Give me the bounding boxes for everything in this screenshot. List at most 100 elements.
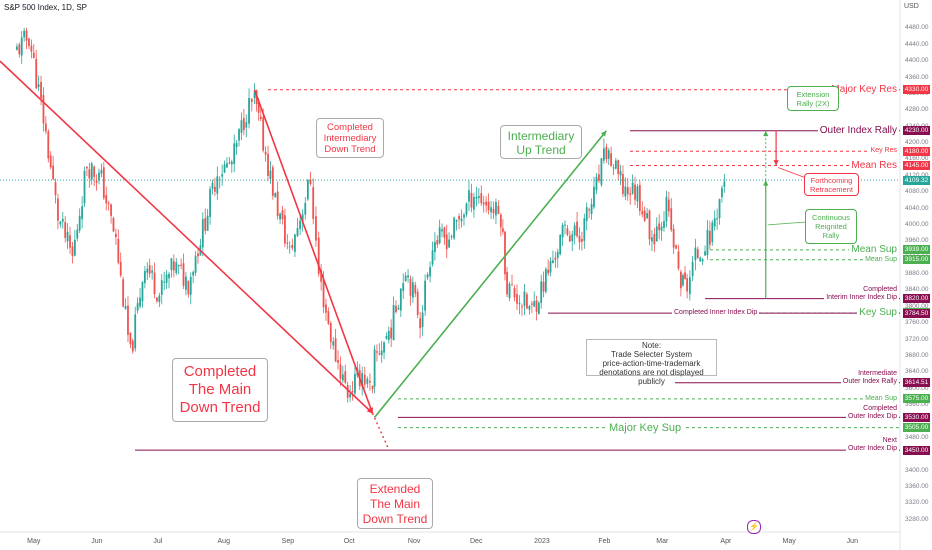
- candle-body: [286, 242, 289, 244]
- candle-body: [288, 246, 291, 248]
- candle-body: [646, 213, 648, 219]
- candle-body: [629, 193, 632, 196]
- candle-body: [581, 239, 583, 242]
- candle-body: [279, 213, 281, 220]
- candle-body: [453, 217, 455, 239]
- candle-body: [588, 209, 591, 211]
- candle-body: [495, 201, 497, 216]
- candle-body: [530, 303, 533, 305]
- candle-body: [407, 275, 409, 278]
- retracement-connector: [777, 167, 807, 179]
- candle-body: [634, 184, 636, 200]
- intermediate-outer-index-rally-badge: 3614.51: [903, 378, 930, 388]
- candle-body: [23, 30, 26, 38]
- candle-body: [566, 228, 569, 235]
- candle-body: [535, 300, 538, 312]
- candle-body: [235, 143, 238, 148]
- candle-body: [242, 118, 245, 131]
- candle-body: [470, 192, 473, 208]
- completed-interim-inner-index-dip-label: Completed Interim Inner Index Dip: [824, 285, 899, 302]
- candle-body: [151, 270, 154, 273]
- candle-body: [701, 259, 704, 262]
- candle-body: [61, 218, 64, 222]
- candle-body: [156, 297, 158, 302]
- candle-body: [69, 235, 71, 248]
- x-tick-label: Jun: [846, 538, 858, 545]
- candle-body: [351, 391, 354, 393]
- outer-index-rally-label: Outer Index Rally: [817, 125, 899, 137]
- candle-body: [177, 264, 180, 267]
- main-down-trend-extension-line: [371, 412, 390, 451]
- candle-body: [658, 223, 661, 231]
- outer-index-rally-badge: 4230.00: [903, 126, 930, 136]
- candle-body: [332, 341, 335, 346]
- candle-body: [44, 123, 47, 132]
- y-tick-label: 3800.00: [905, 302, 929, 310]
- key-sup-label: Key Sup: [857, 307, 899, 319]
- candle-body: [327, 311, 330, 324]
- candle-body: [511, 284, 513, 286]
- candle-body: [696, 249, 699, 259]
- y-tick-label: 4080.00: [905, 188, 929, 196]
- chart-title: S&P 500 Index, 1D, SP: [4, 3, 88, 12]
- candle-body: [458, 216, 460, 220]
- y-tick-label: 4360.00: [905, 73, 929, 81]
- y-tick-label: 4480.00: [905, 24, 929, 32]
- mean-sup-3575-badge: 3575.00: [903, 394, 930, 404]
- completed-interim-inner-index-dip-badge: 3820.00: [903, 294, 930, 304]
- extension-rally-label: Extension Rally (2X): [787, 86, 839, 111]
- y-tick-label: 3360.00: [905, 482, 929, 490]
- candle-body: [399, 288, 402, 311]
- y-tick-label: 3960.00: [905, 237, 929, 245]
- candle-body: [131, 340, 134, 352]
- candle-body: [209, 189, 211, 218]
- intermediary-down-trend-line: [253, 89, 374, 414]
- x-tick-label: May: [782, 538, 796, 545]
- candle-body: [83, 170, 86, 204]
- lightning-icon[interactable]: ⚡: [747, 520, 761, 534]
- candle-body: [593, 186, 595, 208]
- candle-body: [694, 247, 697, 261]
- extension-rally-arrowhead: [763, 130, 769, 137]
- candle-body: [238, 129, 240, 141]
- candle-body: [226, 163, 228, 168]
- y-tick-label: 4120.00: [905, 172, 929, 179]
- candle-body: [81, 206, 83, 220]
- candle-body: [612, 167, 615, 169]
- candle-body: [354, 373, 356, 394]
- candle-body: [42, 95, 45, 124]
- y-tick-label: 4000.00: [905, 220, 929, 228]
- major-key-res-badge: 4330.00: [903, 85, 930, 95]
- candle-body: [301, 214, 304, 224]
- candle-body: [540, 281, 543, 303]
- candle-body: [568, 235, 571, 242]
- candle-body: [315, 216, 317, 241]
- candle-body: [32, 52, 35, 59]
- candle-body: [445, 234, 448, 250]
- major-key-sup-badge: 3505.00: [903, 423, 930, 433]
- candle-body: [180, 264, 182, 266]
- candle-body: [429, 267, 431, 277]
- candle-body: [680, 271, 682, 289]
- candle-body: [163, 281, 166, 283]
- candle-body: [660, 226, 663, 231]
- candle-body: [711, 222, 714, 243]
- candle-body: [35, 58, 38, 89]
- candle-body: [49, 155, 52, 168]
- candle-body: [366, 378, 369, 384]
- candle-body: [223, 164, 226, 173]
- candle-body: [526, 294, 528, 309]
- candle-body: [204, 218, 207, 231]
- candle-body: [341, 374, 344, 381]
- candle-body: [271, 167, 274, 196]
- candle-body: [686, 278, 689, 292]
- candle-body: [533, 301, 536, 307]
- candle-body: [665, 196, 668, 222]
- candle-body: [504, 231, 506, 275]
- candle-body: [221, 174, 224, 177]
- candle-body: [653, 234, 656, 245]
- candle-body: [564, 224, 566, 226]
- candle-body: [124, 306, 127, 309]
- candle-body: [641, 211, 644, 215]
